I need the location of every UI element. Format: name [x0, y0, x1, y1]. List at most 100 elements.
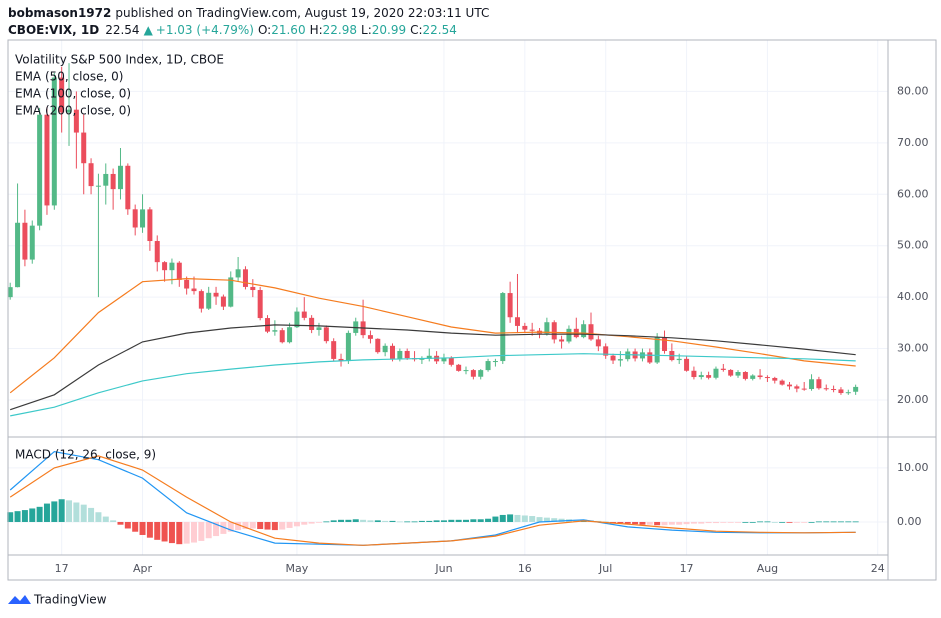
- h: 22.98: [323, 23, 357, 37]
- x-tick-label: Apr: [133, 562, 153, 575]
- histogram-bar: [205, 521, 212, 539]
- histogram-bar: [845, 521, 852, 523]
- publish-line: bobmason1972 published on TradingView.com…: [8, 6, 489, 20]
- histogram-bar: [404, 521, 411, 523]
- histogram-bar: [14, 511, 21, 522]
- histogram-bar: [382, 520, 389, 522]
- histogram-bar: [279, 521, 286, 530]
- histogram-bar: [43, 503, 50, 522]
- candle-body: [603, 346, 609, 356]
- histogram-bar: [764, 521, 771, 523]
- candle-body: [838, 389, 844, 394]
- candle-body: [742, 371, 748, 379]
- histogram-bar: [690, 521, 697, 524]
- candle-body: [272, 330, 278, 332]
- histogram-bar: [808, 521, 815, 523]
- candle-body: [176, 262, 182, 280]
- candle-body: [786, 384, 792, 387]
- candle-body: [316, 327, 322, 330]
- histogram-bar: [543, 517, 550, 522]
- o: 21.60: [271, 23, 305, 37]
- histogram-bar: [727, 521, 734, 523]
- candle-body: [794, 386, 800, 389]
- candle-body: [500, 293, 506, 362]
- indicator-line: [10, 353, 856, 417]
- main-title: Volatility S&P 500 Index, 1D, CBOE: [15, 53, 224, 67]
- x-tick-label: Aug: [757, 562, 778, 575]
- histogram-bar: [411, 521, 418, 523]
- histogram-bar: [514, 514, 521, 522]
- marks: [7, 63, 859, 546]
- histogram-bar: [823, 521, 830, 523]
- candle-body: [117, 165, 123, 190]
- x-tick-label: 17: [55, 562, 69, 575]
- histogram-bar: [102, 516, 109, 522]
- histogram-bar: [521, 515, 528, 522]
- histogram-bar: [793, 521, 800, 523]
- candle-body: [456, 364, 462, 371]
- candle-body: [463, 370, 469, 372]
- candle-body: [647, 352, 653, 363]
- logo-icon: [8, 595, 31, 604]
- candle-body: [103, 173, 109, 186]
- histogram-bar: [154, 521, 161, 540]
- histogram-bar: [227, 521, 234, 532]
- grid: [8, 40, 888, 555]
- y-tick-label: 50.00: [897, 239, 929, 252]
- histogram-bar: [345, 519, 352, 522]
- change: +1.03 (+4.79%): [156, 23, 254, 37]
- published: published on TradingView.com, August 19,…: [115, 6, 489, 20]
- candle-body: [544, 322, 550, 334]
- y-tick-label: 30.00: [897, 342, 929, 355]
- histogram-bar: [286, 521, 293, 528]
- histogram-bar: [477, 519, 484, 522]
- histogram-bar: [235, 521, 242, 531]
- histogram-bar: [771, 521, 778, 523]
- histogram-bar: [646, 521, 653, 525]
- candle-body: [389, 345, 395, 359]
- candle-body: [617, 359, 623, 361]
- histogram-bar: [830, 521, 837, 523]
- histogram-bar: [168, 521, 175, 544]
- histogram-bar: [668, 521, 675, 525]
- candle-body: [772, 377, 778, 381]
- histogram-bar: [610, 521, 617, 523]
- histogram-bar: [705, 521, 712, 524]
- o-label: O:: [258, 23, 271, 37]
- candle-body: [345, 332, 351, 362]
- histogram-bar: [88, 507, 95, 522]
- histogram-bar: [440, 520, 447, 522]
- price: 22.54: [105, 23, 139, 37]
- candle-body: [529, 329, 535, 331]
- histogram-bar: [58, 499, 65, 522]
- candle-body: [37, 114, 43, 226]
- histogram-bar: [749, 521, 756, 523]
- candle-body: [492, 361, 498, 363]
- histogram-bar: [757, 521, 764, 523]
- x-tick-label: 17: [680, 562, 694, 575]
- histogram-bar: [448, 519, 455, 522]
- candle-body: [29, 225, 35, 260]
- candle-body: [706, 375, 712, 378]
- candle-body: [382, 345, 388, 353]
- histogram-bar: [198, 521, 205, 541]
- histogram-bar: [330, 520, 337, 522]
- legend-entry: EMA (200, close, 0): [15, 104, 131, 118]
- candle-body: [522, 325, 528, 330]
- quote-line: CBOE:VIX, 1D 22.54 ▲ +1.03 (+4.79%) O:21.60 H…: [8, 23, 457, 37]
- x-tick-label: Jun: [434, 562, 452, 575]
- histogram-bar: [801, 521, 808, 523]
- histogram-bar: [146, 521, 153, 538]
- y-tick-label: 40.00: [897, 290, 929, 303]
- candle-body: [125, 165, 131, 210]
- histogram-bar: [463, 519, 470, 522]
- arrow: ▲: [144, 23, 154, 37]
- candle-body: [448, 357, 454, 365]
- candle-body: [95, 185, 101, 187]
- candle-body: [662, 337, 668, 352]
- candle-body: [309, 317, 315, 330]
- histogram-bar: [551, 518, 558, 522]
- histogram-bar: [602, 521, 609, 523]
- histogram-bar: [301, 521, 308, 525]
